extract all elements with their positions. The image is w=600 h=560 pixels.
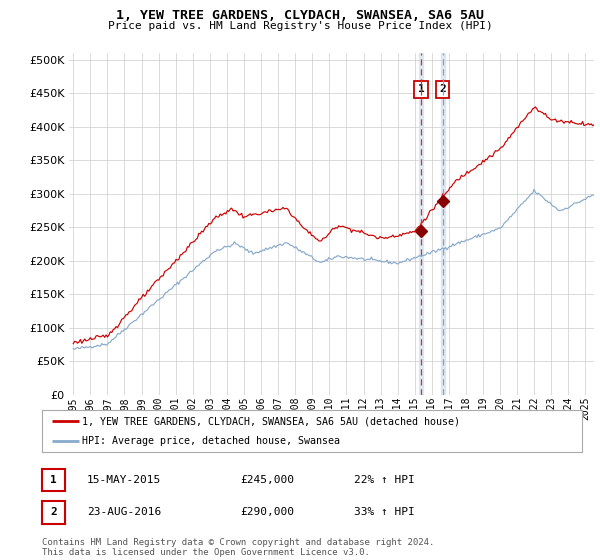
Text: 1: 1 <box>50 475 57 485</box>
Text: 2: 2 <box>50 507 57 517</box>
Text: 2: 2 <box>439 85 446 95</box>
Text: Price paid vs. HM Land Registry's House Price Index (HPI): Price paid vs. HM Land Registry's House … <box>107 21 493 31</box>
Bar <box>419 53 423 395</box>
Text: Contains HM Land Registry data © Crown copyright and database right 2024.
This d: Contains HM Land Registry data © Crown c… <box>42 538 434 557</box>
Text: 22% ↑ HPI: 22% ↑ HPI <box>354 475 415 485</box>
Text: £245,000: £245,000 <box>240 475 294 485</box>
Text: HPI: Average price, detached house, Swansea: HPI: Average price, detached house, Swan… <box>83 436 341 446</box>
Text: 15-MAY-2015: 15-MAY-2015 <box>87 475 161 485</box>
Text: 1, YEW TREE GARDENS, CLYDACH, SWANSEA, SA6 5AU (detached house): 1, YEW TREE GARDENS, CLYDACH, SWANSEA, S… <box>83 417 461 426</box>
Text: 33% ↑ HPI: 33% ↑ HPI <box>354 507 415 517</box>
Bar <box>440 53 445 395</box>
Text: 1: 1 <box>418 85 424 95</box>
Text: 23-AUG-2016: 23-AUG-2016 <box>87 507 161 517</box>
Text: 1, YEW TREE GARDENS, CLYDACH, SWANSEA, SA6 5AU: 1, YEW TREE GARDENS, CLYDACH, SWANSEA, S… <box>116 9 484 22</box>
Text: £290,000: £290,000 <box>240 507 294 517</box>
